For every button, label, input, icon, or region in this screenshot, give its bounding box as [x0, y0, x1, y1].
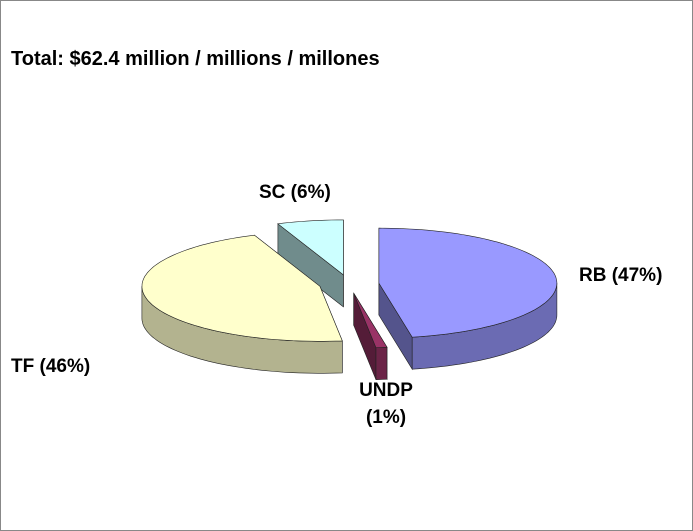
data-label: RB (47%)	[579, 265, 663, 286]
data-label: UNDP (1%)	[359, 380, 413, 428]
slice	[353, 293, 388, 349]
chart-title: Total: $62.4 million / millions / millon…	[11, 48, 380, 70]
slice	[277, 219, 344, 276]
slice	[378, 227, 558, 338]
slice-wall	[375, 346, 388, 381]
slice	[141, 234, 343, 342]
data-label: TF (46%)	[11, 356, 91, 377]
data-label: SC (6%)	[259, 182, 331, 203]
